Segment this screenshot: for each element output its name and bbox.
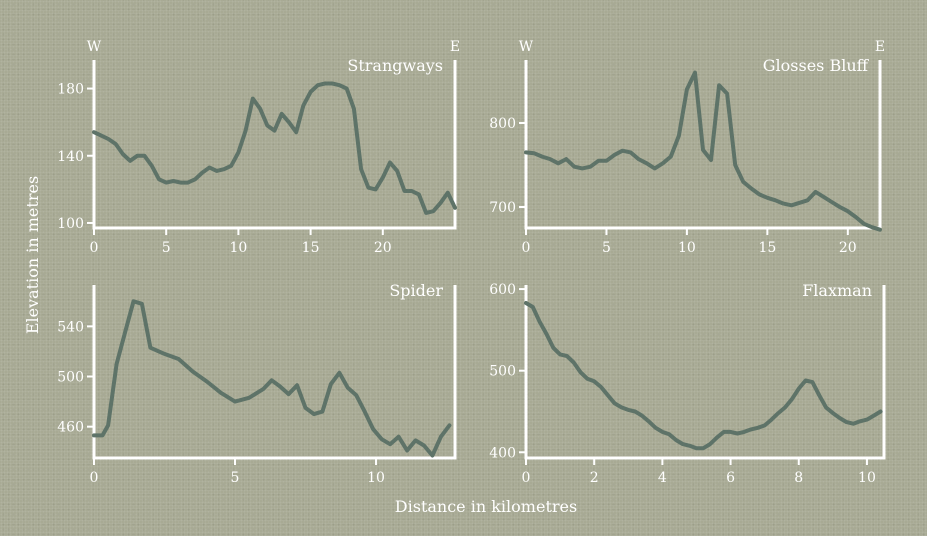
elevation-line — [524, 301, 883, 451]
x-tick-label: 6 — [726, 470, 735, 486]
y-tick-label: 180 — [57, 82, 84, 98]
y-tick-label: 460 — [57, 420, 84, 436]
axis-frame — [92, 60, 457, 230]
panel-title: Glosses Bluff — [763, 56, 870, 75]
west-label: W — [87, 39, 102, 55]
west-label: W — [519, 39, 534, 55]
x-axis-title: Distance in kilometres — [395, 497, 577, 516]
panel-title: Spider — [389, 281, 443, 300]
y-tick-label: 500 — [57, 370, 84, 386]
x-tick-label: 20 — [839, 240, 857, 256]
axis-frame — [524, 60, 882, 230]
y-tick-label: 540 — [57, 319, 84, 335]
spider-chart: 0 5 10 460 500 540 Spider — [57, 281, 457, 486]
y-tick-label: 800 — [489, 116, 516, 132]
x-tick-label: 10 — [367, 470, 385, 486]
x-tick-label: 10 — [229, 240, 247, 256]
y-tick-label: 700 — [489, 200, 516, 216]
x-tick-label: 15 — [302, 240, 320, 256]
glosses-bluff-chart: 0 5 10 15 20 700 800 Glosses Bluff W E — [489, 39, 885, 256]
x-tick-label: 0 — [90, 470, 99, 486]
x-tick-label: 20 — [374, 240, 392, 256]
elevation-line — [92, 299, 452, 458]
x-tick-label: 4 — [658, 470, 667, 486]
x-tick-label: 0 — [522, 240, 531, 256]
y-tick-label: 500 — [489, 364, 516, 380]
x-tick-label: 5 — [162, 240, 171, 256]
x-tick-label: 2 — [590, 470, 599, 486]
y-tick-label: 100 — [57, 216, 84, 232]
y-axis-title: Elevation in metres — [23, 176, 42, 334]
y-tick-label: 400 — [489, 445, 516, 461]
x-tick-label: 10 — [858, 470, 876, 486]
east-label: E — [450, 39, 460, 55]
axis-frame — [92, 285, 457, 460]
flaxman-chart: 0 2 4 6 8 10 400 500 600 Flaxman — [489, 281, 886, 486]
y-tick-label: 140 — [57, 149, 84, 165]
x-tick-label: 8 — [794, 470, 803, 486]
x-tick-label: 10 — [678, 240, 696, 256]
x-tick-label: 0 — [90, 240, 99, 256]
panel-title: Flaxman — [802, 281, 872, 300]
strangways-chart: 0 5 10 15 20 100 140 180 Strangways W E — [57, 39, 460, 256]
y-tick-label: 600 — [489, 282, 516, 298]
panel-title: Strangways — [347, 56, 443, 75]
elevation-line — [92, 81, 457, 215]
east-label: E — [875, 39, 885, 55]
x-tick-label: 15 — [758, 240, 776, 256]
x-tick-label: 0 — [522, 470, 531, 486]
elevation-line — [524, 70, 882, 232]
x-tick-label: 5 — [602, 240, 611, 256]
x-tick-label: 5 — [231, 470, 240, 486]
